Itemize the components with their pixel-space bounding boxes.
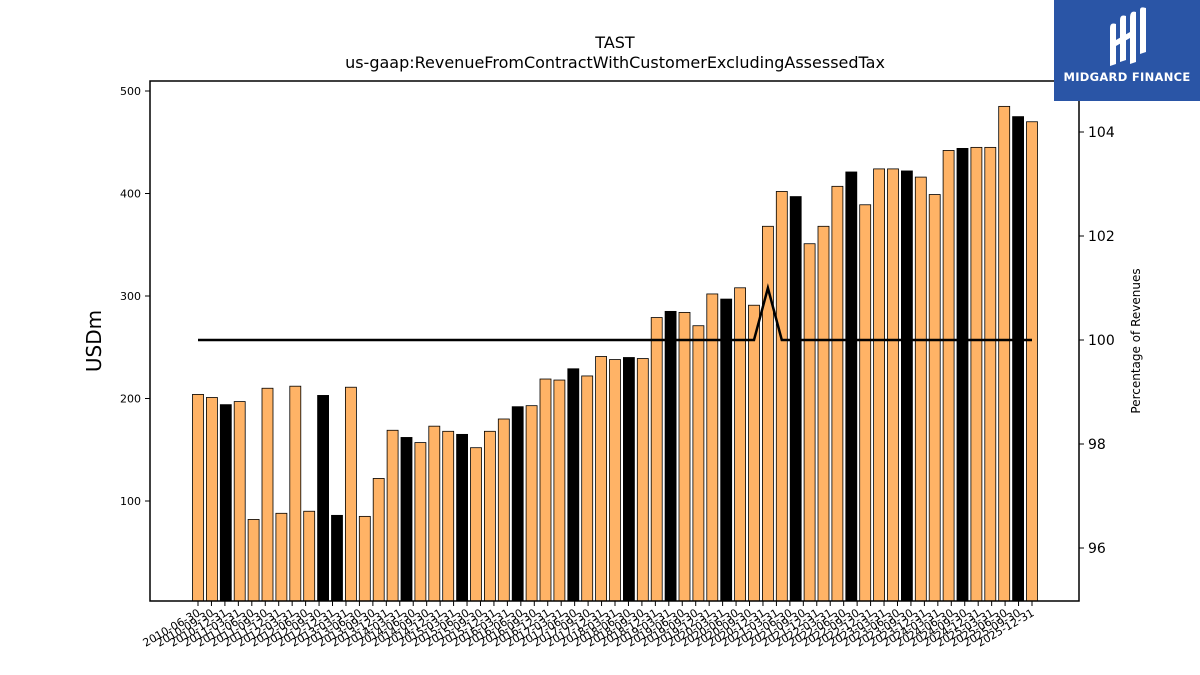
logo-name: MIDGARD FINANCE [1063,70,1191,84]
bar [303,510,316,602]
chart-title: TAST [594,33,635,52]
bar [261,387,274,602]
bar [928,194,941,602]
bar [998,105,1011,602]
bar [956,147,969,602]
bar [442,430,455,602]
bar [567,368,580,602]
y2-tick-label: 104 [1088,125,1115,141]
bar [581,375,594,602]
bar [414,442,427,602]
bar [609,359,621,602]
bar [803,243,816,602]
bar [762,225,774,602]
bar [678,311,691,602]
bar [275,512,288,602]
bar [720,298,733,602]
bar [845,171,858,602]
y-tick-label: 500 [120,85,141,98]
bar [344,386,357,602]
bar [914,176,927,602]
bar [331,514,343,602]
y-tick-label: 100 [120,495,141,508]
bar [219,404,232,602]
y2-tick-label: 100 [1088,333,1115,349]
plot-frame [149,80,1080,602]
bar [789,196,802,602]
y2-tick-label: 98 [1088,437,1106,453]
bar [692,325,705,602]
x-axis: 2010-06-302010-09-302010-12-312011-03-31… [141,601,1037,650]
bar [386,429,399,602]
bar-series [192,105,1038,602]
bar [456,433,469,602]
y-tick-label: 200 [120,393,141,406]
y2-tick-label: 96 [1088,541,1106,557]
bar [817,225,830,602]
bar [497,418,510,602]
bar [734,287,746,602]
bar [595,356,607,602]
bar [525,405,538,602]
bar [483,430,496,602]
bar [428,425,441,602]
bar [970,146,983,602]
y-axis-label: USDm [82,310,106,372]
bar [623,357,635,602]
bar [1026,121,1038,602]
bar [831,185,844,602]
bar [289,385,302,602]
y-axis: 100 200 300 400 500 [120,85,150,508]
y2-tick-label: 102 [1088,229,1115,245]
chart-subtitle: us-gaap:RevenueFromContractWithCustomerE… [345,53,885,72]
bar [775,191,788,602]
bar [247,519,260,602]
midgard-finance-logo: MIDGARD FINANCE [1054,0,1200,101]
bar [192,393,204,602]
bar [984,146,997,602]
bar [664,310,677,602]
bar [901,170,913,602]
bar [358,515,371,602]
bar [650,317,663,602]
bar [859,204,872,602]
y-tick-label: 400 [120,188,141,201]
bar [636,358,649,602]
bar [400,437,413,602]
bar [539,378,552,602]
bar [942,150,955,602]
percentage-line-series [198,283,1032,342]
bar [873,168,885,602]
bar [748,304,760,602]
secondary-y-axis-label: Percentage of Revenues [1129,268,1143,413]
secondary-y-axis: 96 98 100 102 104 [1079,125,1115,557]
bar [233,401,246,602]
bar [511,406,524,602]
bar [372,478,385,602]
bar [470,447,482,602]
percentage-line [198,283,1032,342]
bar [317,395,330,602]
bar [205,397,218,602]
y-tick-label: 300 [120,290,141,303]
bar [1012,116,1024,602]
bar [887,168,899,602]
midgard-logo-icon [1110,7,1146,66]
bar [553,379,566,602]
